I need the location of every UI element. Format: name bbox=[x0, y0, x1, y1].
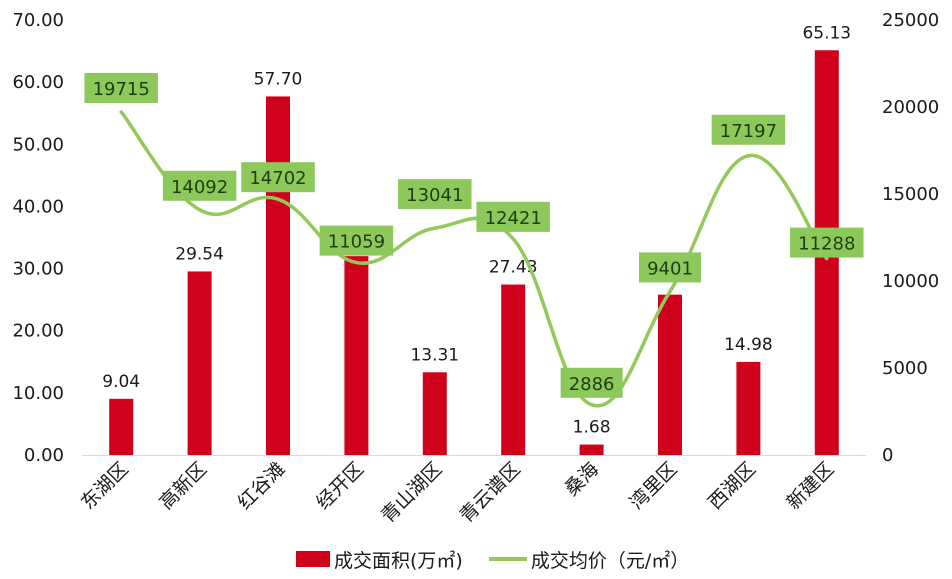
left-axis-tick: 0.00 bbox=[24, 445, 64, 466]
bar bbox=[422, 372, 447, 455]
legend: 成交面积(万㎡) 成交均价（元/㎡） bbox=[296, 545, 689, 573]
line-swatch-icon bbox=[488, 557, 527, 561]
price-label-box bbox=[790, 227, 864, 258]
price-value-label: 11288 bbox=[798, 234, 855, 255]
price-value-label: 9401 bbox=[647, 258, 693, 279]
bar-value-label: 1.68 bbox=[573, 418, 611, 438]
bar bbox=[579, 444, 604, 455]
left-y-axis: 0.00 10.00 20.00 30.00 40.00 50.00 60.00 70.00 bbox=[12, 10, 64, 466]
bar-value-label: 65.13 bbox=[802, 23, 851, 43]
price-data-labels: 19715 14092 14702 11059 13041 12421 2886 9401 17… bbox=[84, 72, 864, 398]
category-axis-labels: 东湖区 高新区 红谷滩 经开区 青山湖区 青云谱区 桑海 湾里区 西湖区 新建区 bbox=[77, 458, 838, 527]
category-label: 东湖区 bbox=[77, 458, 133, 514]
bar-value-label: 14.98 bbox=[724, 335, 773, 355]
right-y-axis: 0 5000 10000 15000 20000 25000 bbox=[882, 10, 939, 466]
bar bbox=[266, 96, 290, 455]
price-label-box bbox=[398, 179, 472, 210]
left-axis-tick: 70.00 bbox=[12, 10, 64, 31]
price-label-box bbox=[241, 162, 315, 193]
left-axis-tick: 50.00 bbox=[12, 134, 64, 155]
category-label: 青云谱区 bbox=[455, 458, 524, 527]
right-axis-tick: 15000 bbox=[882, 184, 939, 205]
price-label-box bbox=[84, 72, 158, 103]
category-label: 新建区 bbox=[782, 458, 838, 514]
bar-series-area bbox=[109, 50, 839, 455]
price-value-label: 19715 bbox=[93, 79, 150, 100]
price-label-box bbox=[711, 114, 786, 145]
price-value-label: 14092 bbox=[171, 177, 228, 198]
bar-value-label: 9.04 bbox=[102, 372, 140, 392]
left-axis-tick: 20.00 bbox=[12, 321, 64, 342]
legend-line-label: 成交均价（元/㎡） bbox=[530, 549, 690, 572]
bar bbox=[109, 398, 134, 455]
right-axis-tick: 5000 bbox=[882, 358, 928, 379]
price-value-label: 12421 bbox=[485, 208, 542, 229]
left-axis-tick: 30.00 bbox=[12, 259, 64, 280]
legend-item-price: 成交均价（元/㎡） bbox=[488, 546, 690, 573]
right-axis-tick: 20000 bbox=[882, 97, 939, 118]
category-label: 红谷滩 bbox=[234, 458, 290, 514]
category-label: 青山湖区 bbox=[377, 458, 446, 527]
price-label-box bbox=[476, 201, 550, 232]
category-label: 高新区 bbox=[155, 458, 211, 514]
price-label-box bbox=[560, 367, 623, 398]
right-axis-tick: 25000 bbox=[882, 10, 939, 31]
bar bbox=[736, 361, 761, 455]
price-label-box bbox=[162, 170, 237, 201]
bar-value-label: 27.43 bbox=[489, 258, 538, 278]
bar-data-labels: 9.04 29.54 57.70 13.31 27.43 1.68 14.98 65.13 bbox=[102, 23, 851, 437]
legend-item-area: 成交面积(万㎡) bbox=[296, 546, 463, 573]
bar-value-label: 29.54 bbox=[175, 244, 224, 264]
price-value-label: 13041 bbox=[406, 185, 463, 206]
price-value-label: 2886 bbox=[569, 374, 615, 395]
bar-value-label: 13.31 bbox=[410, 345, 459, 365]
price-label-box bbox=[319, 225, 394, 256]
price-value-label: 11059 bbox=[328, 232, 385, 253]
legend-bar-label: 成交面积(万㎡) bbox=[334, 549, 463, 572]
category-label: 桑海 bbox=[561, 458, 603, 500]
bar-value-label: 57.70 bbox=[254, 69, 303, 89]
left-axis-tick: 10.00 bbox=[12, 383, 64, 404]
price-value-label: 17197 bbox=[720, 121, 777, 142]
left-axis-tick: 60.00 bbox=[12, 72, 64, 93]
left-axis-tick: 40.00 bbox=[12, 196, 64, 217]
right-axis-tick: 0 bbox=[882, 445, 893, 466]
price-value-label: 14702 bbox=[249, 168, 306, 189]
category-label: 西湖区 bbox=[704, 458, 760, 514]
bar bbox=[501, 284, 526, 455]
bar bbox=[658, 294, 682, 455]
price-line-series bbox=[119, 110, 829, 408]
bar bbox=[187, 271, 212, 455]
price-label-box bbox=[639, 252, 701, 283]
bar bbox=[344, 256, 369, 455]
category-label: 经开区 bbox=[312, 458, 368, 514]
bar-swatch-icon bbox=[296, 551, 330, 567]
right-axis-tick: 10000 bbox=[882, 271, 939, 292]
category-label: 湾里区 bbox=[626, 458, 682, 514]
